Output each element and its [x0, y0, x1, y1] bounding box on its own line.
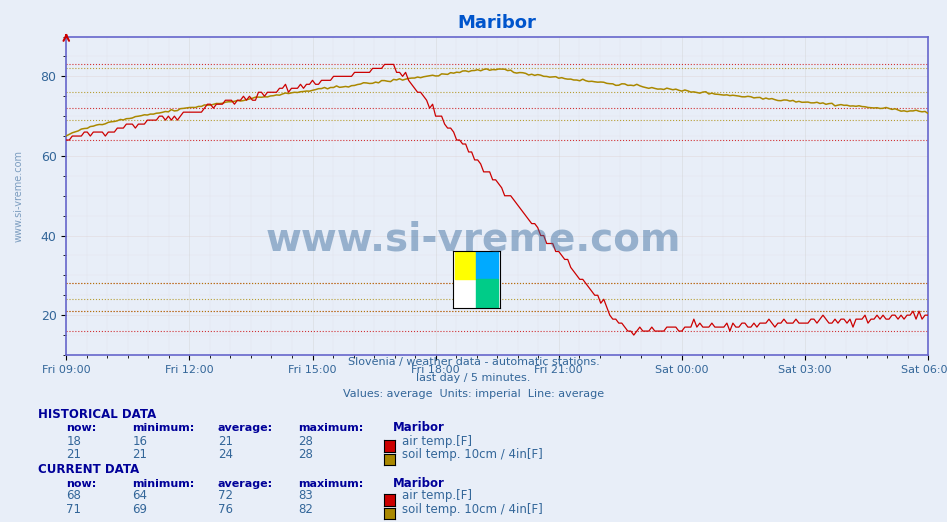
Text: air temp.[F]: air temp.[F]	[402, 435, 473, 448]
Text: www.si-vreme.com: www.si-vreme.com	[266, 221, 681, 258]
Text: Slovenia / weather data - automatic stations.: Slovenia / weather data - automatic stat…	[348, 358, 599, 367]
Text: average:: average:	[218, 479, 273, 489]
Text: 28: 28	[298, 435, 313, 448]
Text: Maribor: Maribor	[393, 477, 445, 490]
Text: soil temp. 10cm / 4in[F]: soil temp. 10cm / 4in[F]	[402, 448, 544, 461]
Bar	[455, 251, 476, 279]
Text: 64: 64	[133, 489, 148, 502]
Text: 72: 72	[218, 489, 233, 502]
Text: Values: average  Units: imperial  Line: average: Values: average Units: imperial Line: av…	[343, 389, 604, 399]
Text: air temp.[F]: air temp.[F]	[402, 489, 473, 502]
Title: Maribor: Maribor	[457, 14, 537, 32]
Text: minimum:: minimum:	[133, 423, 195, 433]
Text: 68: 68	[66, 489, 81, 502]
Text: average:: average:	[218, 423, 273, 433]
Text: 28: 28	[298, 448, 313, 461]
Text: 24: 24	[218, 448, 233, 461]
Text: 21: 21	[218, 435, 233, 448]
Text: 76: 76	[218, 503, 233, 516]
Bar	[476, 251, 498, 279]
Text: 21: 21	[66, 448, 81, 461]
Text: 69: 69	[133, 503, 148, 516]
Text: minimum:: minimum:	[133, 479, 195, 489]
Text: maximum:: maximum:	[298, 423, 364, 433]
Text: 82: 82	[298, 503, 313, 516]
Text: Maribor: Maribor	[393, 421, 445, 434]
Text: CURRENT DATA: CURRENT DATA	[38, 464, 139, 477]
Text: maximum:: maximum:	[298, 479, 364, 489]
Text: 21: 21	[133, 448, 148, 461]
Text: www.si-vreme.com: www.si-vreme.com	[14, 150, 24, 242]
Text: now:: now:	[66, 479, 97, 489]
Text: now:: now:	[66, 423, 97, 433]
Text: 71: 71	[66, 503, 81, 516]
Text: 83: 83	[298, 489, 313, 502]
Bar	[476, 279, 498, 308]
Text: soil temp. 10cm / 4in[F]: soil temp. 10cm / 4in[F]	[402, 503, 544, 516]
Text: last day / 5 minutes.: last day / 5 minutes.	[417, 373, 530, 383]
Text: 16: 16	[133, 435, 148, 448]
Text: 18: 18	[66, 435, 81, 448]
Text: HISTORICAL DATA: HISTORICAL DATA	[38, 408, 156, 421]
